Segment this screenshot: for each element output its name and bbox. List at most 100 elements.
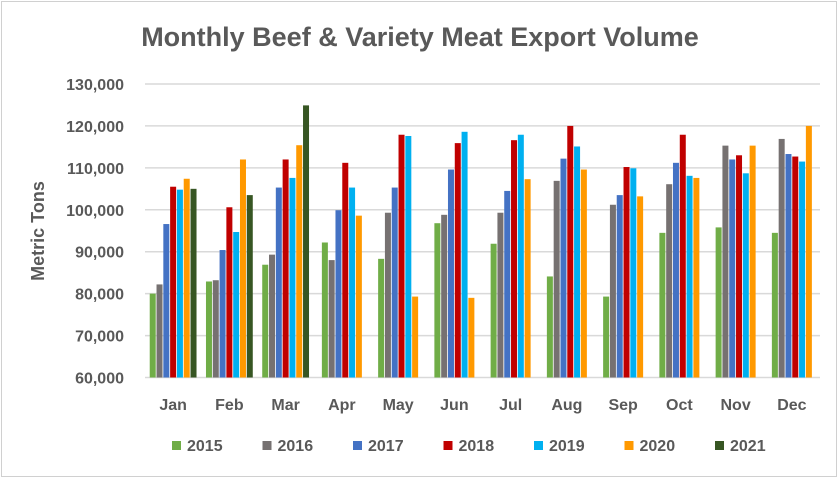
bar-2016-Aug bbox=[553, 180, 560, 378]
bar-2019-Mar bbox=[289, 177, 296, 378]
y-axis-label: Metric Tons bbox=[28, 181, 48, 281]
bar-2020-Aug bbox=[580, 169, 587, 378]
bar-2015-Apr bbox=[321, 242, 328, 378]
bar-2018-Apr bbox=[342, 162, 349, 378]
y-tick-label: 60,000 bbox=[75, 371, 124, 388]
bar-2019-Aug bbox=[574, 146, 581, 378]
bar-2020-Nov bbox=[749, 145, 756, 378]
bar-2017-Sep bbox=[616, 195, 623, 378]
bar-2015-Jul bbox=[490, 243, 497, 378]
bar-2020-Jan bbox=[183, 178, 190, 378]
bar-2017-Mar bbox=[275, 187, 282, 378]
bar-2018-Nov bbox=[736, 155, 743, 378]
bar-2015-Oct bbox=[659, 232, 666, 378]
bar-2019-Oct bbox=[686, 175, 693, 378]
y-tick-label: 90,000 bbox=[75, 245, 124, 262]
legend-swatch-2021 bbox=[715, 441, 724, 450]
bar-2018-Oct bbox=[679, 134, 686, 378]
x-tick-label: Sep bbox=[608, 397, 638, 414]
bar-2015-Mar bbox=[262, 264, 269, 378]
legend-label-2016: 2016 bbox=[278, 438, 314, 455]
bar-2016-Sep bbox=[609, 204, 616, 378]
bar-2016-Feb bbox=[212, 280, 219, 378]
bar-2015-Feb bbox=[205, 281, 212, 378]
bar-2020-Mar bbox=[296, 145, 303, 378]
bar-2017-Dec bbox=[785, 154, 792, 378]
bar-2016-Dec bbox=[778, 138, 785, 378]
x-tick-label: Dec bbox=[777, 397, 806, 414]
y-tick-label: 80,000 bbox=[75, 287, 124, 304]
legend-swatch-2017 bbox=[353, 441, 362, 450]
bar-2015-Jan bbox=[149, 293, 156, 378]
y-tick-label: 120,000 bbox=[66, 119, 124, 136]
bar-2020-Oct bbox=[693, 177, 700, 378]
bar-2021-Mar bbox=[303, 105, 310, 378]
bar-2020-May bbox=[412, 296, 419, 378]
bar-2018-Sep bbox=[623, 167, 630, 378]
bar-2017-Jun bbox=[447, 169, 454, 378]
bar-2018-Mar bbox=[282, 159, 289, 378]
bar-2015-Jun bbox=[434, 223, 441, 378]
bar-2018-Dec bbox=[792, 156, 799, 378]
bar-2015-Sep bbox=[603, 296, 610, 378]
legend-swatch-2015 bbox=[172, 441, 181, 450]
bar-2017-Apr bbox=[335, 210, 342, 378]
legend-label-2017: 2017 bbox=[368, 438, 404, 455]
bar-2020-Jul bbox=[524, 179, 531, 378]
bar-2017-Jul bbox=[504, 190, 511, 378]
x-tick-label: Jun bbox=[440, 397, 468, 414]
bar-2019-Jun bbox=[461, 131, 468, 378]
bar-2020-Dec bbox=[805, 125, 812, 378]
bar-2015-Aug bbox=[546, 276, 553, 378]
bar-2021-Jan bbox=[190, 188, 197, 378]
x-tick-label: Jul bbox=[499, 397, 522, 414]
y-tick-label: 100,000 bbox=[66, 203, 124, 220]
bar-2016-Nov bbox=[722, 145, 729, 378]
bar-2017-Feb bbox=[219, 250, 226, 378]
bar-2018-May bbox=[398, 134, 405, 378]
legend-label-2021: 2021 bbox=[730, 438, 766, 455]
bar-2019-Sep bbox=[630, 168, 637, 378]
legend-label-2019: 2019 bbox=[549, 438, 585, 455]
bar-2020-Feb bbox=[239, 159, 246, 378]
legend-swatch-2018 bbox=[443, 441, 453, 450]
bar-2017-May bbox=[391, 187, 398, 378]
bar-2019-Nov bbox=[742, 173, 749, 378]
bar-2015-Nov bbox=[715, 227, 722, 378]
bar-2019-Jan bbox=[176, 189, 183, 378]
bar-2017-Oct bbox=[672, 162, 679, 378]
bar-2018-Jan bbox=[170, 186, 177, 378]
bar-2017-Aug bbox=[560, 158, 567, 378]
bar-2020-Apr bbox=[355, 215, 362, 378]
x-tick-label: Aug bbox=[551, 397, 582, 414]
x-tick-label: Oct bbox=[666, 397, 693, 414]
y-tick-label: 130,000 bbox=[66, 77, 124, 94]
bar-2016-Jan bbox=[156, 284, 163, 378]
bar-2016-Jul bbox=[497, 212, 504, 378]
bar-2018-Jul bbox=[511, 140, 518, 378]
legend-swatch-2019 bbox=[534, 441, 543, 450]
bar-2017-Jan bbox=[163, 224, 170, 378]
bar-2018-Jun bbox=[454, 143, 461, 378]
bar-2015-May bbox=[378, 258, 385, 378]
bar-2019-Jul bbox=[517, 134, 524, 378]
legend-label-2018: 2018 bbox=[459, 438, 495, 455]
x-tick-label: Mar bbox=[271, 397, 299, 414]
legend-swatch-2020 bbox=[624, 441, 634, 450]
bar-2020-Jun bbox=[468, 297, 475, 378]
bar-2019-Feb bbox=[233, 232, 240, 378]
bar-2016-Apr bbox=[328, 260, 335, 378]
legend-label-2015: 2015 bbox=[187, 438, 223, 455]
bar-2018-Feb bbox=[226, 207, 233, 378]
x-tick-label: Feb bbox=[215, 397, 244, 414]
x-tick-label: May bbox=[383, 397, 414, 414]
bar-2016-Oct bbox=[666, 184, 673, 378]
bar-2016-Jun bbox=[441, 214, 448, 378]
bar-2019-Dec bbox=[799, 161, 806, 378]
y-tick-label: 70,000 bbox=[75, 329, 124, 346]
y-tick-label: 110,000 bbox=[67, 161, 124, 178]
legend-swatch-2016 bbox=[262, 441, 272, 450]
bar-2016-Mar bbox=[269, 254, 276, 378]
